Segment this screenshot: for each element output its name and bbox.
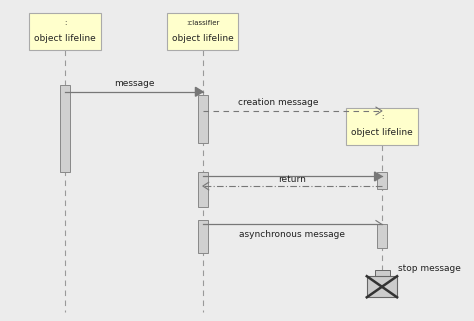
Text: return: return [278, 175, 306, 184]
Bar [198, 95, 208, 143]
Polygon shape [374, 172, 382, 181]
Bar [29, 13, 100, 50]
Polygon shape [195, 87, 203, 96]
Bar [377, 172, 387, 189]
Text: asynchronous message: asynchronous message [239, 230, 346, 239]
Text: message: message [114, 79, 154, 88]
Text: object lifeline: object lifeline [172, 34, 234, 43]
Text: creation message: creation message [238, 99, 318, 108]
Bar [198, 220, 208, 253]
Text: stop message: stop message [398, 264, 461, 273]
Text: :: : [381, 114, 383, 120]
Bar [375, 270, 390, 281]
Text: :: : [64, 20, 66, 26]
Text: object lifeline: object lifeline [34, 34, 96, 43]
Bar [167, 13, 238, 50]
Bar [198, 172, 208, 207]
Text: object lifeline: object lifeline [351, 128, 413, 137]
Bar [377, 224, 387, 248]
Bar [346, 108, 418, 144]
Text: :classifier: :classifier [186, 20, 219, 26]
Bar [367, 276, 397, 297]
Bar [60, 85, 70, 172]
